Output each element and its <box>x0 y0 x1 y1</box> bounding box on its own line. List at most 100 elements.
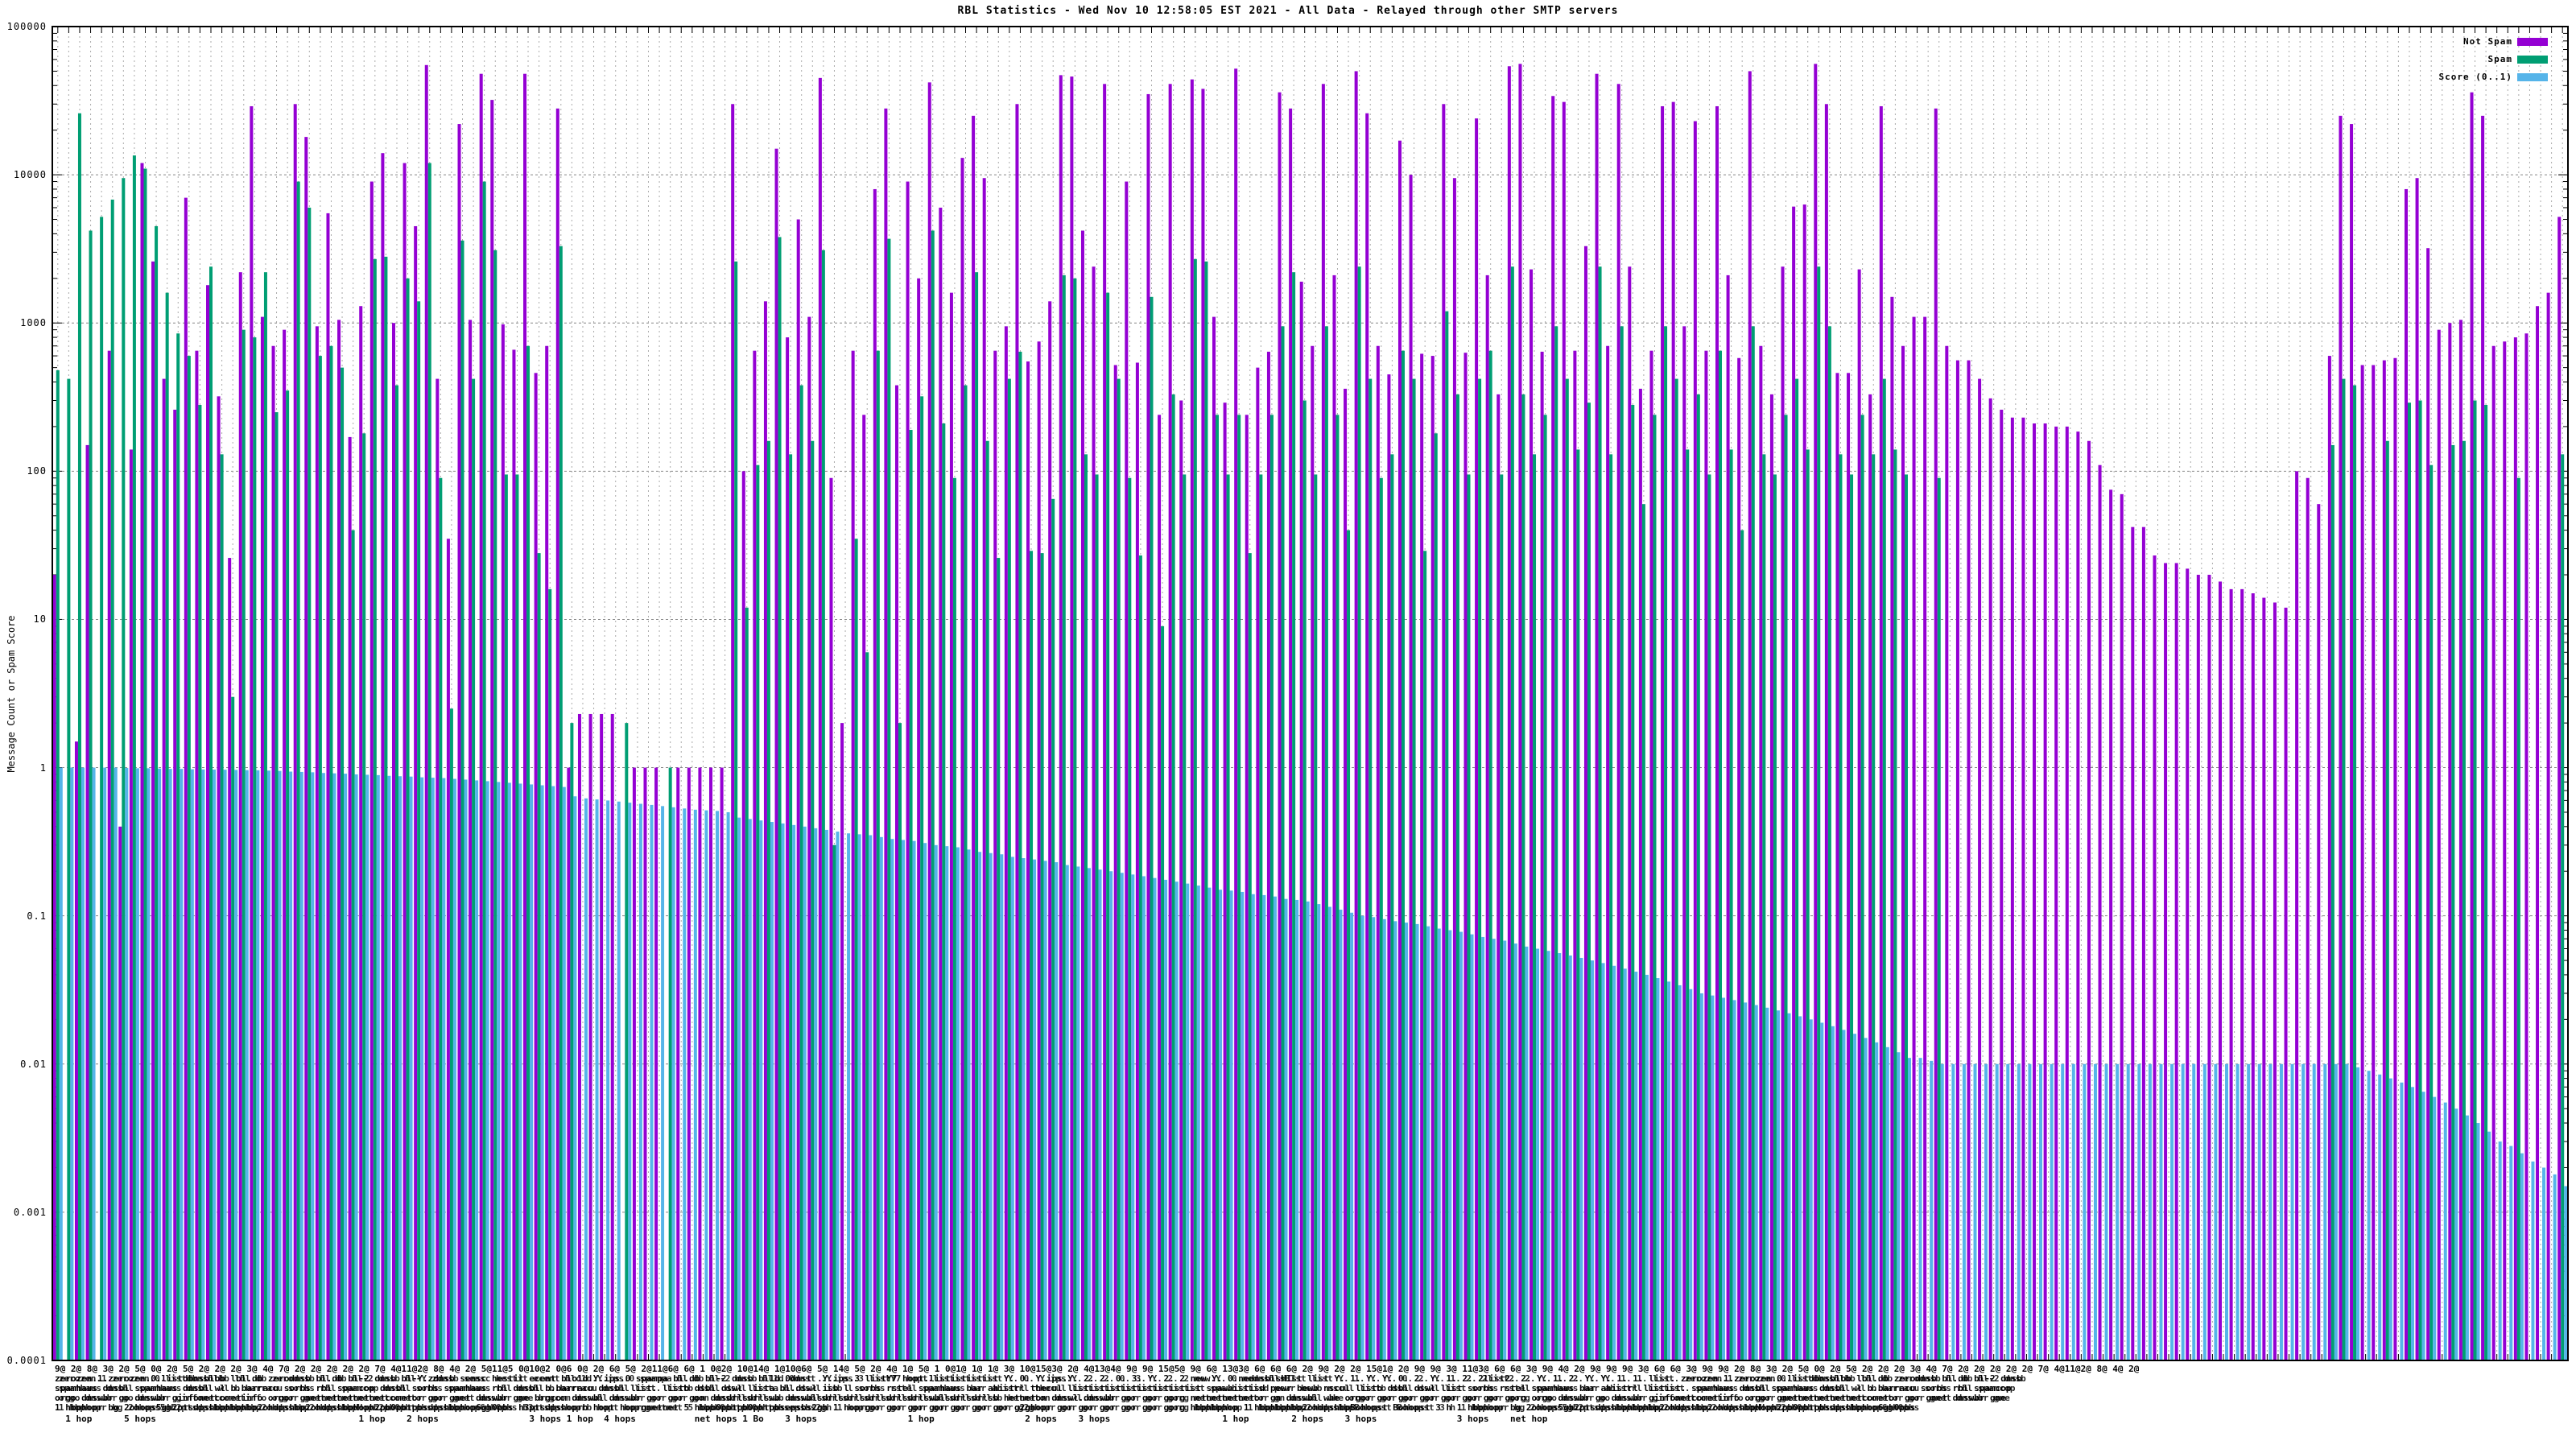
bar-spam <box>778 237 782 1360</box>
bar-spam <box>394 385 398 1360</box>
bar-not-spam <box>610 713 614 1360</box>
bar-spam <box>668 767 672 1360</box>
bar-not-spam <box>2426 248 2430 1360</box>
bar-not-spam <box>348 436 352 1360</box>
bar-score <box>2093 1063 2097 1360</box>
bar-score <box>1765 1007 1769 1360</box>
bar-spam <box>2407 402 2411 1361</box>
bar-score <box>2137 1063 2141 1360</box>
bar-score <box>857 834 861 1360</box>
bar-score <box>1208 887 1212 1360</box>
bar-spam <box>811 440 815 1360</box>
bar-score <box>1546 951 1550 1360</box>
bar-score <box>475 780 479 1360</box>
bar-score <box>2443 1102 2447 1360</box>
bar-score <box>245 770 249 1360</box>
bar-spam <box>1533 454 1537 1360</box>
bar-not-spam <box>1135 362 1139 1361</box>
bar-score <box>1404 923 1408 1360</box>
bar-not-spam <box>1835 373 1839 1360</box>
bar-score <box>2148 1063 2152 1360</box>
bar-not-spam <box>2306 477 2310 1360</box>
bar-not-spam <box>52 575 56 1360</box>
bar-score <box>1940 1063 1944 1360</box>
bar-score <box>923 843 927 1360</box>
bar-score <box>1492 939 1496 1360</box>
bar-spam <box>263 272 267 1360</box>
bar-spam <box>89 230 93 1360</box>
bar-score <box>530 784 534 1360</box>
bar-not-spam <box>1070 76 1074 1360</box>
bar-spam <box>1412 378 1416 1361</box>
bar-not-spam <box>1945 345 1949 1360</box>
bar-score <box>1131 874 1135 1360</box>
bar-not-spam <box>2219 581 2223 1360</box>
bar-score <box>1962 1063 1966 1360</box>
bar-spam <box>318 356 322 1361</box>
bar-not-spam <box>545 345 549 1360</box>
bar-score <box>180 769 184 1360</box>
legend-label-spam: Spam <box>2487 54 2512 64</box>
bar-not-spam <box>1397 140 1402 1361</box>
bar-not-spam <box>217 396 221 1361</box>
bar-not-spam <box>1573 350 1577 1360</box>
bar-spam <box>1368 378 1373 1361</box>
bar-not-spam <box>1344 388 1348 1360</box>
bar-score <box>704 810 708 1360</box>
bar-score <box>518 783 522 1360</box>
bar-spam <box>920 396 924 1361</box>
bar-score <box>1448 930 1452 1360</box>
bar-not-spam <box>1311 345 1315 1360</box>
bar-spam <box>898 723 902 1360</box>
bar-not-spam <box>2317 504 2321 1360</box>
bar-not-spam <box>1420 353 1424 1361</box>
bar-score <box>1284 898 1288 1360</box>
bar-not-spam <box>2557 217 2562 1360</box>
bar-score <box>158 768 162 1360</box>
legend-swatch-not-spam-icon <box>2517 37 2548 46</box>
bar-not-spam <box>436 378 440 1361</box>
bar-score <box>2476 1123 2480 1360</box>
bar-score <box>1055 862 1059 1360</box>
bar-score <box>2465 1115 2469 1360</box>
bar-score <box>770 822 774 1360</box>
x-axis-label-line-overlap: spamhaus dnsbl spamhaus dnsbl wl b.barra… <box>59 1383 2016 1393</box>
bar-spam <box>1051 498 1055 1360</box>
bar-score <box>1918 1058 1922 1360</box>
bar-spam <box>2473 400 2477 1361</box>
bar-score <box>464 779 468 1360</box>
bar-score <box>431 778 435 1360</box>
bar-not-spam <box>1212 316 1216 1361</box>
bar-score <box>1360 915 1364 1360</box>
bar-score <box>2225 1063 2229 1360</box>
bar-score <box>1339 910 1343 1360</box>
bar-not-spam <box>1376 345 1380 1360</box>
bar-score <box>114 767 118 1360</box>
bar-spam <box>515 474 519 1360</box>
y-tick-label: 0.0001 <box>6 1355 47 1366</box>
x-axis-label-line: zerozen.1.zerozen.0.listdbnsblbb lbl.db … <box>55 1373 2022 1384</box>
bar-score <box>1820 1022 1824 1360</box>
bar-not-spam <box>1059 75 1063 1360</box>
bar-score <box>1087 868 1091 1360</box>
bar-not-spam <box>555 108 559 1361</box>
bar-spam <box>296 181 300 1361</box>
bar-spam <box>209 266 213 1361</box>
bar-spam <box>122 178 126 1361</box>
bar-score <box>693 809 697 1360</box>
x-axis-label-line: 1 hbphopr bg 2ohops5gh2ptsdpshbphbphbp2o… <box>55 1402 1916 1413</box>
bar-spam <box>1488 350 1492 1360</box>
bar-spam <box>1686 449 1690 1360</box>
bar-score <box>1241 891 1245 1360</box>
bar-spam <box>493 250 497 1360</box>
bar-spam <box>964 385 968 1360</box>
bar-score <box>1798 1016 1802 1360</box>
bar-not-spam <box>2360 365 2364 1360</box>
bar-spam <box>1510 266 1514 1361</box>
bar-score <box>1951 1063 1955 1360</box>
bar-spam <box>734 261 738 1360</box>
bar-spam <box>1773 474 1777 1360</box>
bar-spam <box>865 652 869 1360</box>
bar-score <box>354 774 358 1360</box>
bar-spam <box>472 378 476 1361</box>
